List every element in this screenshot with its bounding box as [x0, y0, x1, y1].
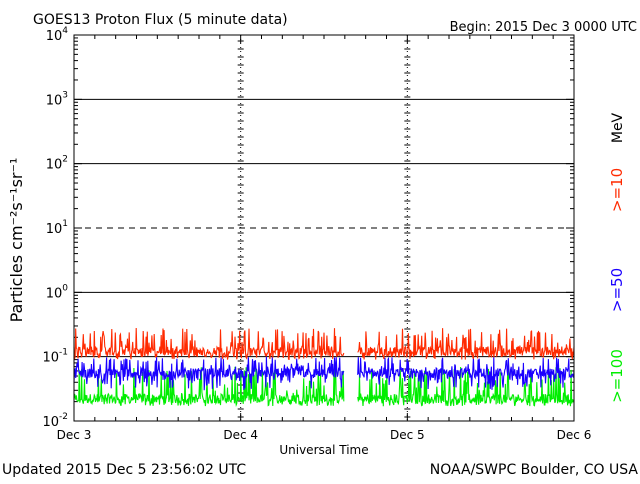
x-axis-label: Universal Time [279, 443, 368, 457]
x-tick-label: Dec 5 [390, 428, 425, 442]
legend: MeV >=10 >=50 >=100 [608, 112, 626, 402]
series-line-ge10 [73, 327, 575, 360]
series-line-ge100 [73, 366, 575, 408]
begin-time-label: Begin: 2015 Dec 3 0000 UTC [450, 20, 637, 35]
credit-label: NOAA/SWPC Boulder, CO USA [430, 462, 639, 478]
series-line-ge50 [73, 356, 575, 391]
legend-label-ge100: >=100 [608, 349, 626, 403]
chart-title: GOES13 Proton Flux (5 minute data) [33, 12, 288, 28]
legend-label-ge50: >=50 [608, 268, 626, 312]
y-tick-label: 103 [46, 90, 68, 108]
y-tick-label: 10-2 [42, 412, 68, 430]
y-axis-label: Particles cm⁻²s⁻¹sr⁻¹ [7, 158, 26, 323]
y-tick-label: 101 [46, 219, 68, 237]
updated-timestamp: Updated 2015 Dec 5 23:56:02 UTC [2, 462, 246, 478]
x-tick-label: Dec 3 [57, 428, 92, 442]
plot-area: 10-2 10-1 100 101 102 103 104 Dec 3 Dec 4 Dec 5 De… [42, 26, 591, 442]
legend-unit: MeV [610, 112, 626, 143]
y-tick-label: 10-1 [42, 348, 68, 366]
plot-frame [73, 34, 575, 422]
y-tick-label: 102 [46, 155, 68, 173]
x-tick-label: Dec 4 [223, 428, 258, 442]
x-tick-label: Dec 6 [557, 428, 592, 442]
y-tick-label: 104 [46, 26, 69, 44]
y-tick-label: 100 [46, 283, 69, 301]
legend-label-ge10: >=10 [608, 168, 626, 212]
